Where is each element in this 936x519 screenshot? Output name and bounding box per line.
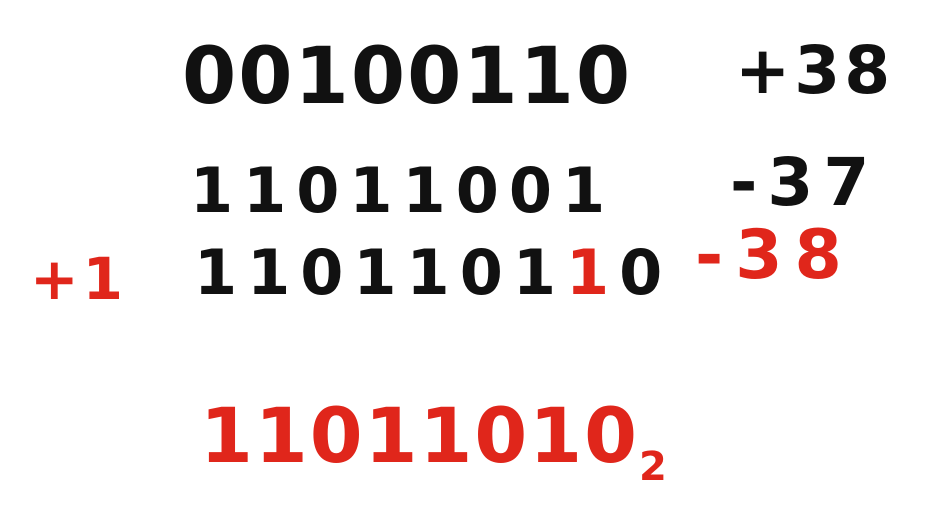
twos-complement-bits-tail: 0 bbox=[619, 236, 673, 309]
twos-complement-binary: 110110110 bbox=[194, 242, 672, 304]
twos-complement-bits-head: 1101101 bbox=[194, 236, 566, 309]
final-result-bits: 11011010 bbox=[200, 391, 640, 480]
positive-decimal: +38 bbox=[735, 32, 895, 109]
positive-binary: 00100110 bbox=[182, 32, 633, 122]
final-result: 110110102 bbox=[200, 398, 667, 490]
twos-complement-changed-bit: 1 bbox=[565, 236, 620, 309]
plus-one-annotation: +1 bbox=[30, 245, 127, 313]
twos-complement-decimal: -38 bbox=[695, 216, 854, 295]
ones-complement-binary: 11011001 bbox=[190, 154, 616, 227]
final-result-base: 2 bbox=[639, 444, 667, 490]
ones-complement-decimal: -37 bbox=[730, 144, 880, 221]
